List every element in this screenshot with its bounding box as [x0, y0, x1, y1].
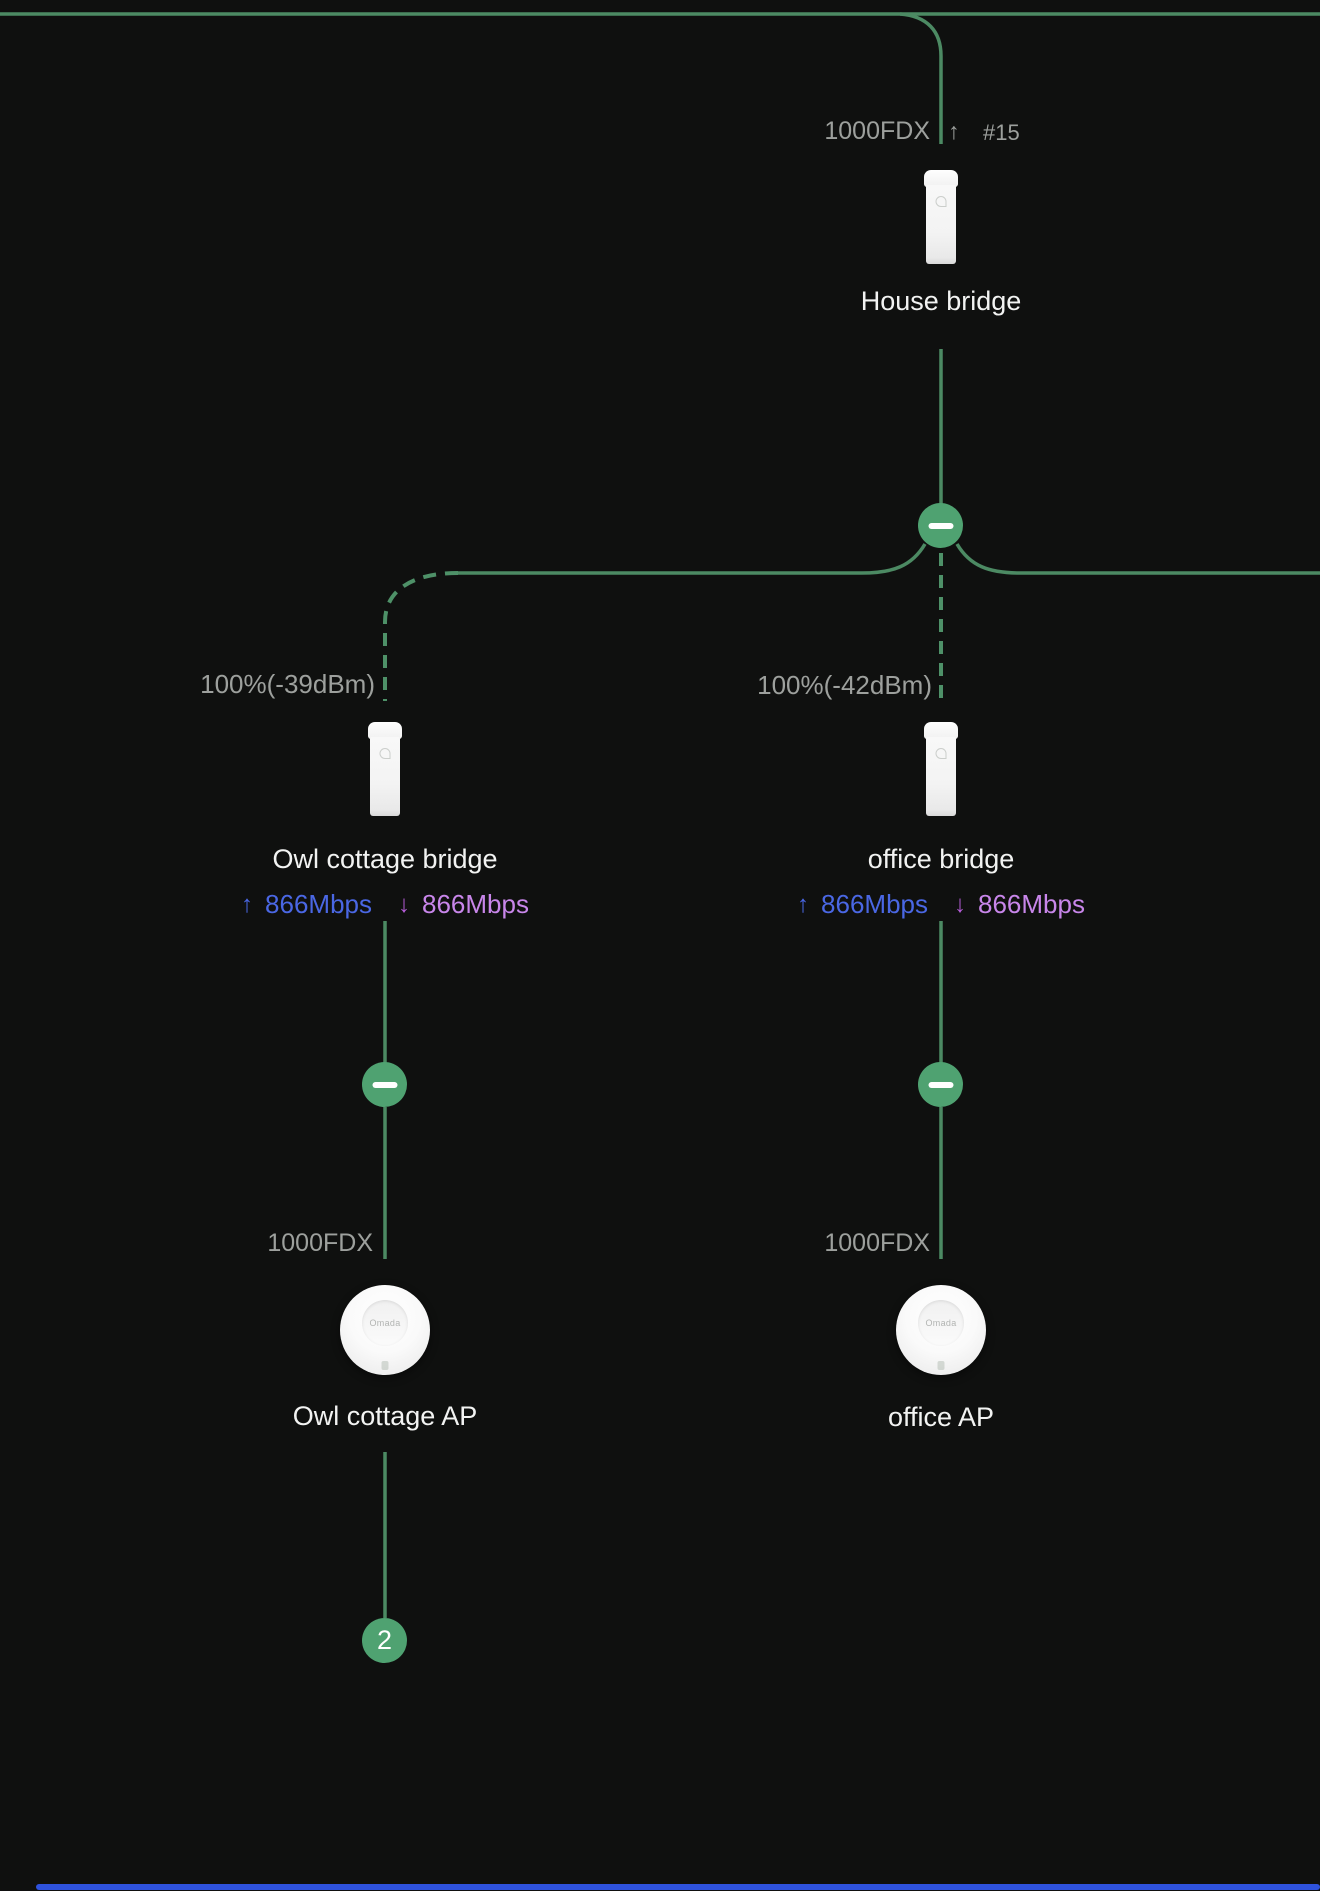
- office-bridge-name: office bridge: [867, 844, 1015, 874]
- client-count-badge[interactable]: 2: [362, 1618, 407, 1663]
- up-arrow-icon: ↑: [241, 890, 254, 918]
- right-branch-line: [955, 543, 1320, 575]
- upload-speed-value: 866Mbps: [821, 889, 928, 919]
- uplink-branch-line: [899, 12, 943, 144]
- device-house-bridge[interactable]: [924, 170, 958, 264]
- owl-bridge-signal-label: 100%(-39dBm): [200, 669, 375, 699]
- bridge-device-cap: [924, 170, 958, 187]
- tp-link-logo-icon: [935, 196, 947, 207]
- ap-led-mark: [937, 1361, 945, 1370]
- down-arrow-icon: ↓: [954, 890, 966, 918]
- owl-wireless-link-line: [383, 571, 459, 701]
- office-ap-name: office AP: [887, 1402, 995, 1432]
- device-office-bridge[interactable]: [924, 722, 958, 816]
- uplink-port-label: 1000FDX: [824, 117, 930, 145]
- house-bridge-name: House bridge: [860, 286, 1022, 316]
- ap-led-mark: [381, 1361, 389, 1370]
- office-ap-port-label: 1000FDX: [824, 1229, 930, 1257]
- tp-link-logo-icon: [935, 748, 947, 759]
- upload-speed-value: 866Mbps: [265, 889, 372, 919]
- device-office-ap[interactable]: Omada: [896, 1285, 986, 1375]
- download-speed-value: 866Mbps: [978, 889, 1085, 919]
- collapse-button-house-link[interactable]: [918, 503, 963, 548]
- collapse-button-office-link[interactable]: [918, 1062, 963, 1107]
- owl-bridge-speed-row: ↑ 866Mbps ↓ 866Mbps: [241, 889, 529, 920]
- omada-brand-label: Omada: [369, 1317, 401, 1328]
- down-arrow-icon: ↓: [398, 890, 410, 918]
- collapse-button-owl-link[interactable]: [362, 1062, 407, 1107]
- owl-cottage-bridge-name: Owl cottage bridge: [272, 844, 498, 874]
- owl-cottage-ap-name: Owl cottage AP: [292, 1401, 478, 1431]
- left-branch-line: [458, 543, 927, 575]
- uplink-arrow-icon: ↑: [948, 118, 960, 144]
- bridge-device-cap: [368, 722, 402, 739]
- device-owl-cottage-ap[interactable]: Omada: [340, 1285, 430, 1375]
- minus-icon: [928, 522, 953, 529]
- tp-link-logo-icon: [379, 748, 391, 759]
- omada-brand-label: Omada: [925, 1317, 957, 1328]
- device-owl-cottage-bridge[interactable]: [368, 722, 402, 816]
- ap-ring: [362, 1299, 408, 1346]
- office-bridge-signal-label: 100%(-42dBm): [757, 670, 932, 700]
- horizontal-scrollbar-thumb[interactable]: [36, 1884, 1320, 1890]
- ap-ring: [918, 1299, 964, 1346]
- bridge-device-cap: [924, 722, 958, 739]
- minus-icon: [928, 1081, 953, 1088]
- uplink-port-number: #15: [983, 120, 1020, 145]
- owl-ap-port-label: 1000FDX: [267, 1229, 373, 1257]
- client-count-value: 2: [376, 1625, 393, 1655]
- office-bridge-speed-row: ↑ 866Mbps ↓ 866Mbps: [797, 889, 1085, 920]
- download-speed-value: 866Mbps: [422, 889, 529, 919]
- minus-icon: [372, 1081, 397, 1088]
- up-arrow-icon: ↑: [797, 890, 810, 918]
